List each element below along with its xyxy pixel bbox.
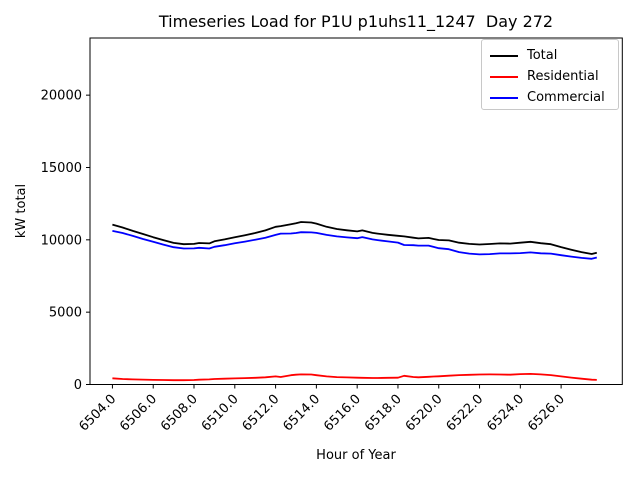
x-tick-label: 6518.0: [362, 392, 405, 435]
x-tick-label: 6522.0: [444, 392, 487, 435]
legend-item-total: Total: [490, 45, 618, 66]
x-tick-label: 6512.0: [240, 392, 283, 435]
x-tick-label: 6516.0: [321, 392, 364, 435]
x-tick-label: 6508.0: [158, 392, 201, 435]
x-tick-label: 6506.0: [117, 392, 160, 435]
x-tick-label: 6524.0: [484, 392, 527, 435]
legend-line-sample: [490, 54, 518, 57]
x-tick-label: 6520.0: [403, 392, 446, 435]
axes-frame: [89, 37, 623, 385]
y-axis-label: kW total: [14, 184, 29, 238]
series-line-commercial: [112, 230, 598, 260]
y-tick-label: 10000: [41, 233, 82, 248]
y-tick-label: 5000: [49, 306, 82, 321]
chart-title: Timeseries Load for P1U p1uhs11_1247 Day…: [158, 12, 553, 32]
legend-item-commercial: Commercial: [490, 87, 618, 108]
legend-line-sample: [490, 75, 518, 78]
legend: Total Residential Commercial: [481, 39, 619, 110]
legend-item-residential: Residential: [490, 66, 618, 87]
x-tick-label: 6510.0: [199, 392, 242, 435]
series-line-total: [112, 221, 598, 255]
y-tick-label: 20000: [41, 89, 82, 104]
series-line-residential: [112, 372, 597, 382]
y-tick-label: 0: [74, 378, 82, 393]
x-tick-label: 6514.0: [280, 392, 323, 435]
legend-label: Residential: [527, 69, 599, 84]
x-tick-label: 6526.0: [525, 392, 568, 435]
legend-label: Total: [527, 48, 558, 63]
legend-line-sample: [490, 96, 518, 99]
legend-label: Commercial: [527, 90, 605, 105]
x-axis-label: Hour of Year: [316, 448, 396, 463]
x-tick-label: 6504.0: [76, 392, 119, 435]
y-tick-label: 15000: [41, 161, 82, 176]
